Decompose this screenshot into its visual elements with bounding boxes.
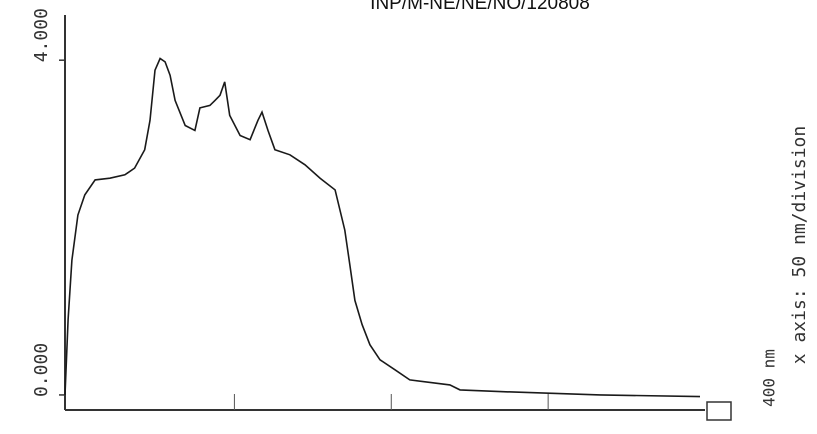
axis-end-note: 400 nm (760, 349, 779, 407)
chart-title: INP/M-NE/NE/NO/120808 (370, 0, 590, 14)
axis-note: x axis: 50 nm/division (789, 126, 810, 364)
corner-box (706, 401, 732, 421)
spectrum-line (64, 57, 701, 398)
y-tick-label: 4.000 (31, 8, 52, 62)
y-tick-label: 0.000 (31, 343, 52, 397)
